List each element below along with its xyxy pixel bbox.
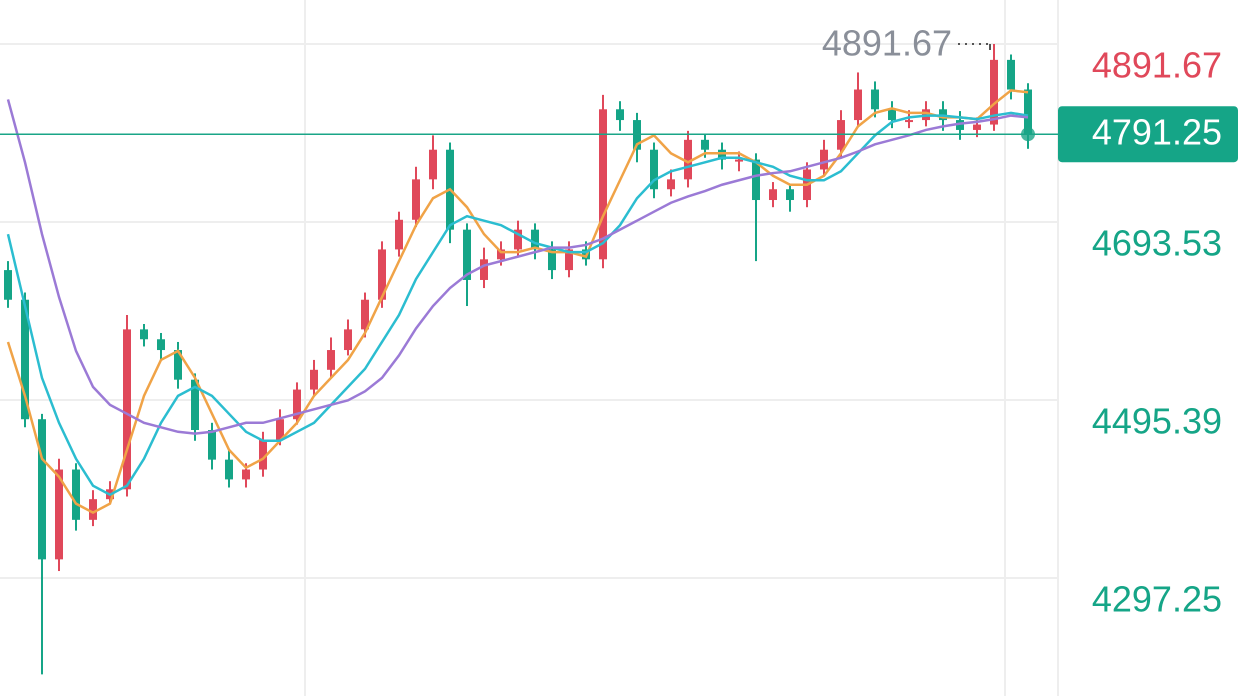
candle-body [395, 219, 403, 250]
candle-body [990, 59, 998, 125]
candle-body [854, 89, 862, 121]
candle-body [344, 329, 352, 351]
current-price-badge [1058, 106, 1238, 163]
y-tick-label: 4891.67 [1092, 45, 1222, 86]
candle-body [616, 109, 624, 121]
candle-body [259, 439, 267, 470]
candle-body [531, 229, 539, 250]
moving-average-line [6, 89, 1029, 515]
candle-body [174, 350, 182, 380]
candle-body [89, 499, 97, 520]
overlay: 4891.67 4693.53 4495.39 4297.25 4791.25 4891.… [0, 23, 1238, 620]
current-price-dot [1021, 127, 1035, 142]
candle-body [497, 249, 505, 260]
candle-body [310, 369, 318, 390]
candle-body [718, 149, 726, 160]
candle-body [786, 189, 794, 201]
candle-body [378, 249, 386, 300]
candle-body [55, 469, 63, 560]
candle-body [1007, 59, 1015, 90]
candle-body [327, 350, 335, 370]
candle-body [888, 109, 896, 121]
candle-body [140, 329, 148, 340]
candle-body [242, 469, 250, 480]
candle-body [684, 139, 692, 180]
y-tick-label: 4693.53 [1092, 223, 1222, 264]
moving-averages [6, 89, 1029, 515]
candle-body [123, 329, 131, 490]
moving-average-line [6, 111, 1029, 497]
candle-body [701, 139, 709, 150]
candle-body [480, 259, 488, 280]
candle-body [38, 419, 46, 560]
candle-body [463, 229, 471, 280]
candle-body [565, 249, 573, 271]
candle-body [208, 429, 216, 460]
candle-body [752, 159, 760, 201]
candle-body [871, 89, 879, 110]
candle-body [293, 389, 301, 420]
candle-body [548, 249, 556, 271]
candle-body [72, 469, 80, 520]
candle-body [1024, 89, 1032, 135]
max-price-label: 4891.67 [822, 23, 952, 64]
candle-body [599, 109, 607, 260]
grid [0, 43, 1058, 580]
candle-body [735, 159, 743, 162]
candle-body [21, 299, 29, 420]
y-tick-label: 4495.39 [1092, 401, 1222, 442]
candle-body [361, 299, 369, 330]
candle-body [973, 124, 981, 130]
candle-body [412, 179, 420, 220]
current-price-label: 4791.25 [1092, 112, 1222, 153]
candle-body [191, 379, 199, 430]
moving-average-line [6, 99, 1029, 435]
candle-body [4, 270, 12, 300]
candle-body [820, 149, 828, 170]
candle-body [956, 120, 964, 130]
candle-body [514, 229, 522, 250]
candle-body [667, 179, 675, 190]
candle-body [650, 149, 658, 190]
candle-body [905, 120, 913, 123]
candle-body [429, 149, 437, 180]
y-tick-label: 4297.25 [1092, 579, 1222, 620]
candle-body [157, 339, 165, 351]
candle-body [276, 419, 284, 440]
candle-body [225, 459, 233, 480]
candle-body [769, 189, 777, 201]
